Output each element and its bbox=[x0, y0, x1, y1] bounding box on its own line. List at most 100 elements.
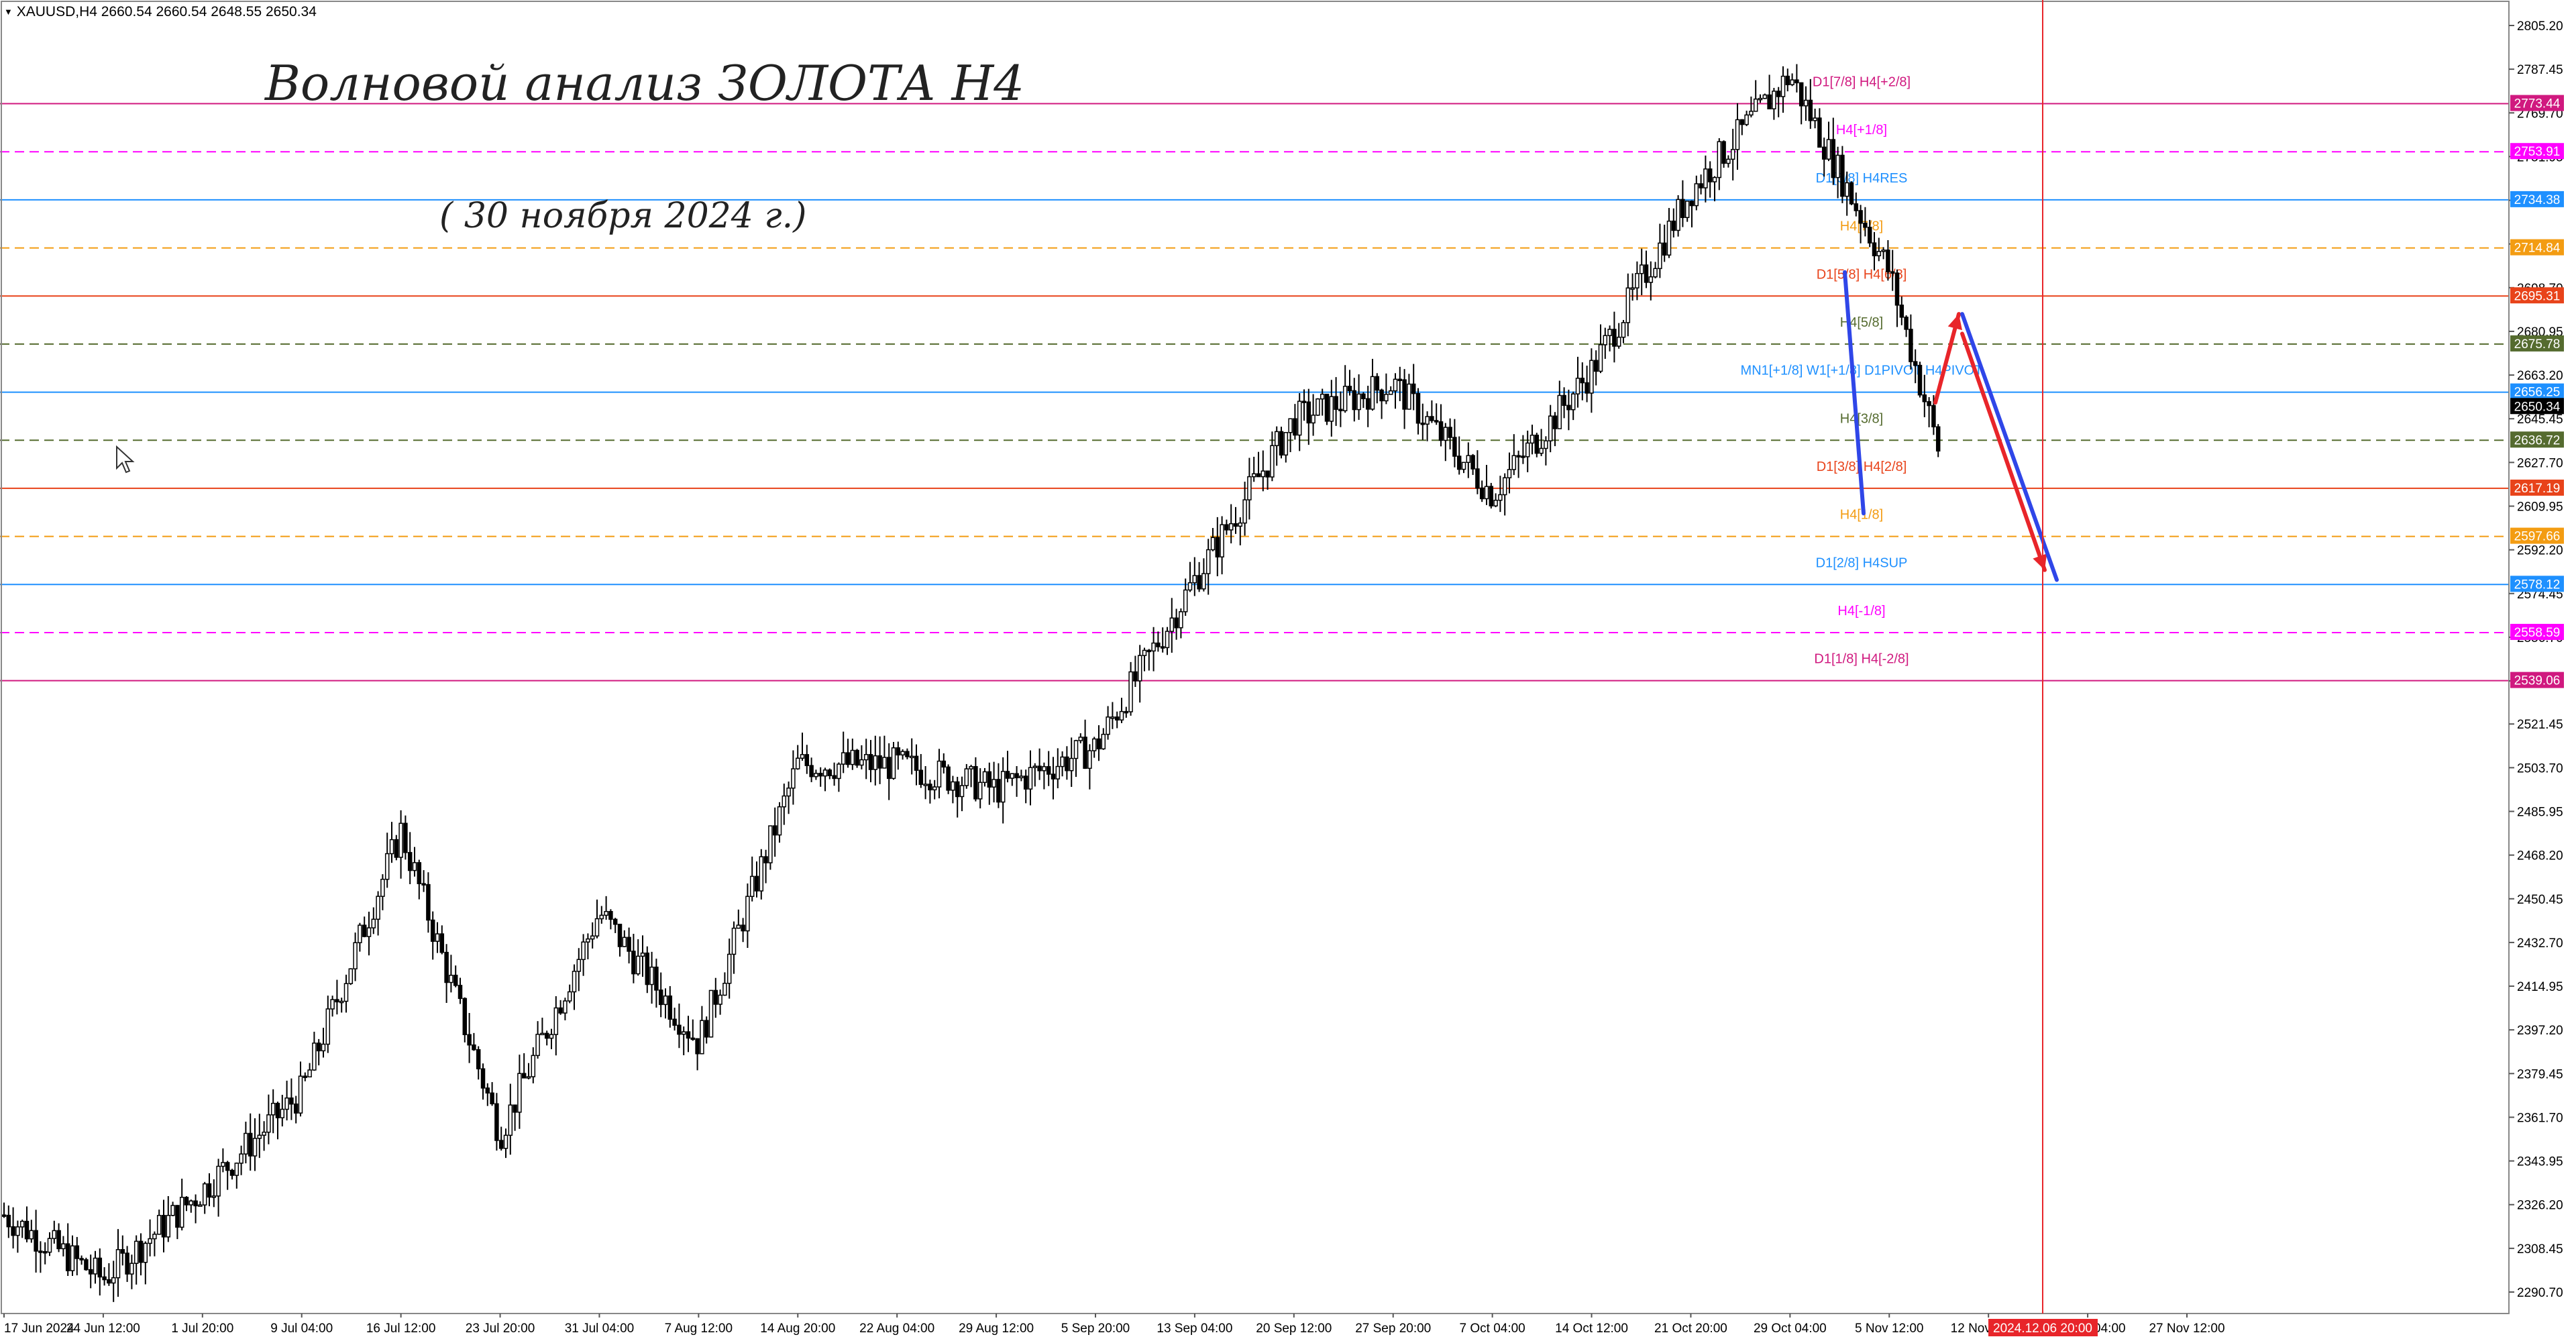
x-tick-label: 9 Jul 04:00 bbox=[270, 1322, 333, 1336]
candle bbox=[782, 784, 787, 825]
candle bbox=[1311, 394, 1316, 436]
candle bbox=[179, 1178, 184, 1231]
candle bbox=[184, 1196, 189, 1212]
candle bbox=[1799, 82, 1804, 125]
candle bbox=[1238, 517, 1243, 545]
candle bbox=[863, 739, 869, 780]
candle bbox=[604, 896, 608, 920]
candle bbox=[946, 764, 951, 794]
candle bbox=[1316, 398, 1320, 416]
candle bbox=[207, 1173, 212, 1207]
candle bbox=[1648, 261, 1654, 301]
candle bbox=[1616, 323, 1621, 349]
candle bbox=[996, 763, 1001, 808]
candle bbox=[841, 731, 846, 773]
candle bbox=[855, 749, 859, 768]
candle bbox=[1205, 539, 1211, 595]
candle bbox=[1142, 647, 1147, 672]
candle bbox=[1557, 380, 1562, 429]
x-tick-label: 17 Jun 2024 bbox=[4, 1322, 74, 1336]
candle bbox=[211, 1179, 217, 1208]
candle bbox=[1334, 377, 1338, 426]
forecast-arrow bbox=[1960, 312, 2059, 582]
candle bbox=[494, 1093, 499, 1151]
header-dropdown-icon[interactable]: ▼ bbox=[4, 7, 13, 17]
candle bbox=[599, 906, 604, 924]
candle bbox=[690, 1019, 696, 1041]
candle bbox=[6, 1205, 11, 1238]
candle bbox=[1342, 365, 1348, 413]
candle bbox=[923, 765, 928, 800]
candle bbox=[722, 972, 727, 996]
candle bbox=[804, 745, 810, 774]
candle bbox=[1151, 627, 1156, 672]
candle bbox=[348, 968, 354, 985]
candle bbox=[198, 1201, 203, 1207]
candle bbox=[29, 1220, 34, 1243]
candle bbox=[239, 1145, 244, 1175]
y-tick-label: 2343.95 bbox=[2517, 1155, 2563, 1169]
candle bbox=[1849, 181, 1854, 205]
candle bbox=[270, 1089, 276, 1134]
candle bbox=[262, 1121, 266, 1151]
plot-frame bbox=[1, 1, 2510, 1314]
candle bbox=[1411, 364, 1416, 411]
candle bbox=[1114, 711, 1120, 729]
candle bbox=[175, 1205, 180, 1240]
candle bbox=[868, 740, 873, 783]
candle bbox=[343, 974, 349, 1013]
candle bbox=[800, 733, 805, 761]
candle bbox=[786, 782, 791, 814]
candle bbox=[1585, 366, 1589, 403]
candle bbox=[1630, 273, 1635, 301]
candle bbox=[508, 1083, 513, 1155]
candle bbox=[79, 1255, 84, 1265]
candle bbox=[1156, 631, 1161, 652]
candle bbox=[572, 964, 577, 1010]
price-tag bbox=[2510, 623, 2564, 640]
candle bbox=[1666, 208, 1672, 258]
x-tick-label: 31 Jul 04:00 bbox=[565, 1322, 635, 1336]
candle bbox=[1872, 231, 1877, 271]
candle bbox=[1233, 506, 1238, 534]
candle bbox=[1913, 349, 1918, 384]
y-tick-label: 2485.95 bbox=[2517, 806, 2563, 820]
y-tick-label: 2592.20 bbox=[2517, 544, 2563, 558]
x-tick-label: 14 Oct 12:00 bbox=[1555, 1322, 1628, 1336]
candle bbox=[111, 1261, 116, 1302]
candle bbox=[1301, 389, 1307, 421]
candle bbox=[1635, 261, 1640, 301]
price-tag bbox=[2510, 143, 2564, 160]
candle bbox=[1430, 400, 1434, 423]
candle bbox=[1566, 389, 1571, 431]
candle bbox=[1037, 748, 1042, 780]
y-tick-label: 2663.20 bbox=[2517, 369, 2563, 383]
candle bbox=[1790, 73, 1794, 87]
y-tick-label: 2609.95 bbox=[2517, 500, 2563, 514]
candle bbox=[941, 753, 947, 774]
candle bbox=[1739, 119, 1745, 136]
candle bbox=[1516, 450, 1521, 478]
price-tag-label: 2597.66 bbox=[2514, 530, 2561, 544]
candle bbox=[1251, 456, 1256, 482]
candle bbox=[1000, 757, 1006, 824]
price-tag bbox=[2510, 335, 2564, 352]
candle bbox=[814, 769, 818, 780]
candle bbox=[1407, 374, 1411, 410]
candle bbox=[1124, 706, 1129, 718]
candle bbox=[458, 977, 463, 1004]
level-label: H4[-1/8] bbox=[1837, 604, 1885, 619]
x-tick-label: 21 Oct 20:00 bbox=[1654, 1322, 1727, 1336]
level-label: D1[5/8] H4[6/8] bbox=[1817, 267, 1907, 282]
forecast-arrowhead bbox=[1947, 314, 1962, 331]
candle bbox=[1753, 80, 1758, 112]
candle bbox=[649, 951, 654, 1004]
candle bbox=[1028, 750, 1033, 806]
candle bbox=[1653, 262, 1658, 278]
candle bbox=[330, 996, 335, 1017]
candle bbox=[1484, 465, 1489, 505]
candle bbox=[1575, 356, 1580, 408]
candle bbox=[129, 1254, 134, 1289]
candle bbox=[1032, 763, 1038, 787]
